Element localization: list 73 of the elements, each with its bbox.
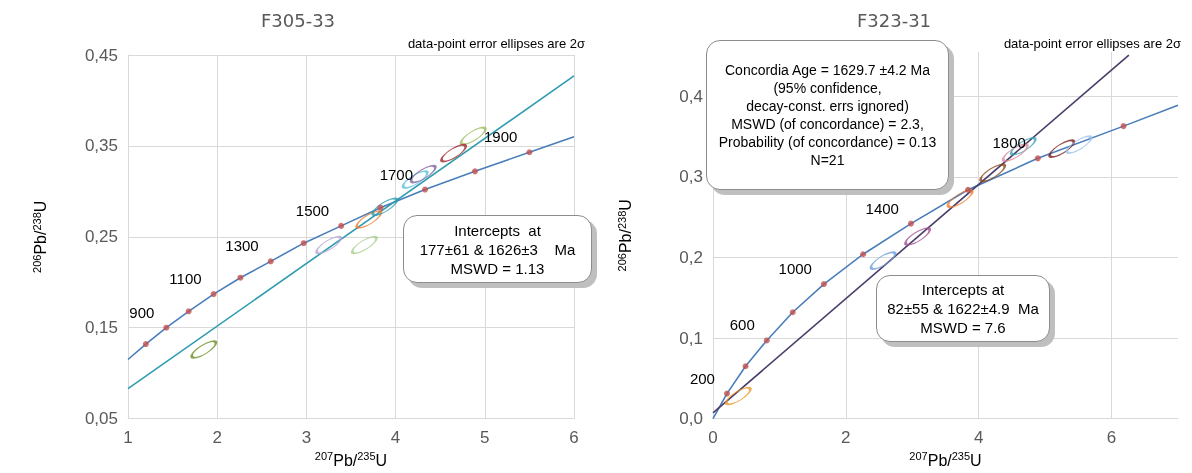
y-tick-label: 0,0 xyxy=(679,409,703,429)
y-tick-label: 0,05 xyxy=(84,409,118,429)
annotation: 1100 xyxy=(169,270,202,288)
x-tick-label: 6 xyxy=(569,427,579,447)
point xyxy=(860,251,867,258)
y-tick-label: 0,4 xyxy=(679,86,703,106)
x-tick-label: 4 xyxy=(973,427,984,447)
point xyxy=(965,186,972,193)
point xyxy=(267,258,274,265)
point xyxy=(190,340,217,359)
annotation: 600 xyxy=(729,316,755,334)
point xyxy=(471,168,478,175)
point xyxy=(1034,155,1041,162)
point xyxy=(185,308,192,315)
point xyxy=(904,227,931,246)
chart-subtitle: data-point error ellipses are 2σ xyxy=(1003,36,1182,51)
annotation: 1900 xyxy=(484,128,518,146)
point xyxy=(371,197,398,217)
point xyxy=(300,240,307,247)
point xyxy=(210,291,217,298)
annotation: 900 xyxy=(129,303,155,321)
x-tick-label: 0 xyxy=(708,427,718,447)
point xyxy=(422,186,429,193)
point xyxy=(789,309,796,316)
annotation: 1500 xyxy=(295,201,330,219)
annotation: 1400 xyxy=(865,199,899,217)
point xyxy=(1066,135,1093,154)
x-tick-label: 6 xyxy=(1106,427,1117,447)
point xyxy=(907,220,914,227)
point xyxy=(377,204,384,211)
point xyxy=(338,222,345,229)
point xyxy=(460,126,487,146)
y-tick-label: 0,45 xyxy=(84,45,118,65)
x-tick-label: 5 xyxy=(480,427,490,447)
point xyxy=(351,235,378,255)
y-tick-label: 0,1 xyxy=(679,328,703,348)
y-tick-label: 0,25 xyxy=(84,227,118,247)
point xyxy=(820,281,827,288)
x-tick-label: 2 xyxy=(841,427,851,447)
y-tick-label: 0,3 xyxy=(679,167,703,187)
point xyxy=(725,386,752,406)
annotation: 1700 xyxy=(379,165,414,183)
annotation: 1800 xyxy=(992,134,1026,152)
point xyxy=(142,341,149,348)
point xyxy=(742,363,749,370)
point xyxy=(163,324,170,331)
chart-title: F323-31 xyxy=(856,9,932,31)
chart-subtitle: data-point error ellipses are 2σ xyxy=(407,36,586,51)
point xyxy=(1120,123,1127,130)
annotation: 1000 xyxy=(778,260,812,278)
point xyxy=(979,163,1006,183)
y-tick-label: 0,2 xyxy=(679,247,703,267)
x-tick-label: 4 xyxy=(390,427,401,447)
y-axis-title: 206Pb/238U xyxy=(30,200,49,273)
point xyxy=(315,235,342,255)
chart-title: F305-33 xyxy=(260,9,336,31)
point xyxy=(870,251,897,270)
x-tick-label: 2 xyxy=(212,427,222,447)
point xyxy=(763,337,770,344)
point xyxy=(947,189,974,208)
y-axis-title: 206Pb/238U xyxy=(615,199,634,272)
point xyxy=(526,149,533,156)
annotation: 200 xyxy=(689,369,715,387)
x-tick-label: 3 xyxy=(301,427,312,447)
y-tick-label: 0,35 xyxy=(84,136,118,156)
annotation: 1300 xyxy=(225,237,259,255)
point xyxy=(440,143,467,163)
y-tick-label: 0,15 xyxy=(84,318,118,338)
point xyxy=(723,390,730,397)
x-tick-label: 1 xyxy=(123,427,133,447)
point xyxy=(355,210,382,229)
point xyxy=(237,274,244,281)
point xyxy=(1048,139,1075,158)
